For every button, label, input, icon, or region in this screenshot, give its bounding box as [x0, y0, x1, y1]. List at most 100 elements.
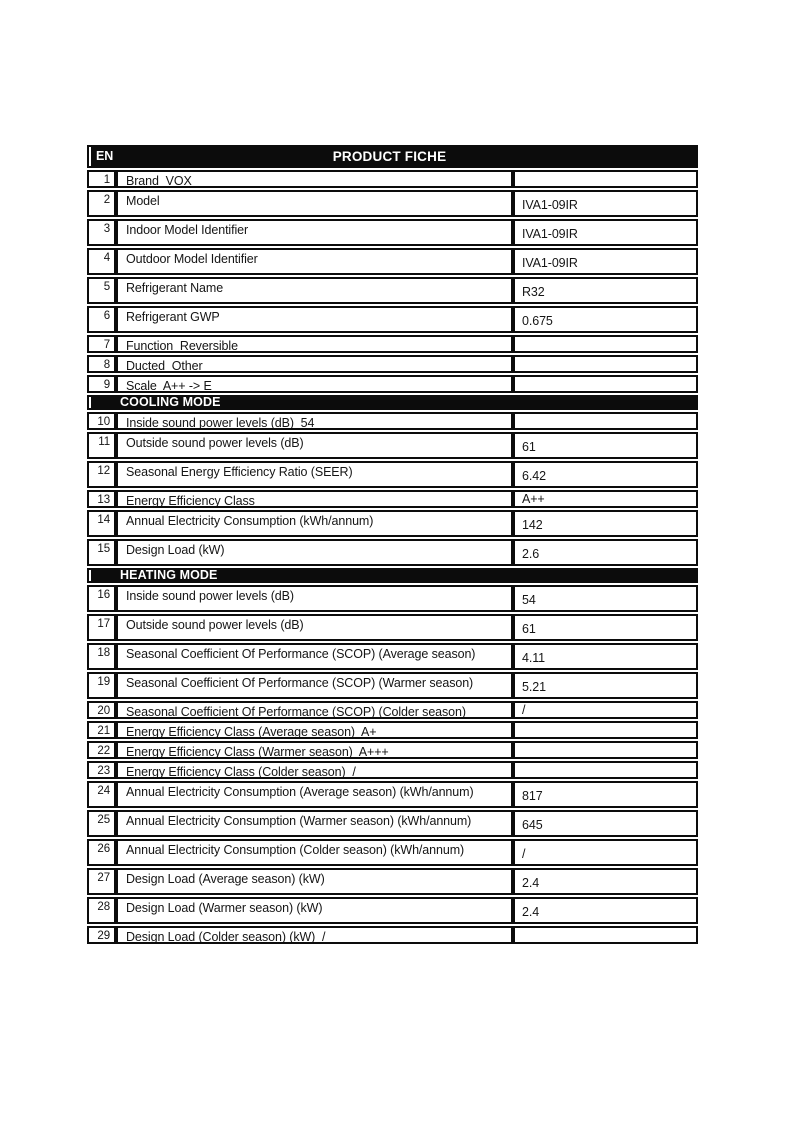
table-row: 5 Refrigerant Name R32: [87, 277, 698, 304]
row-label: Outside sound power levels (dB): [116, 614, 513, 641]
row-value: [513, 170, 698, 188]
row-value: 61: [513, 432, 698, 459]
row-value: 645: [513, 810, 698, 837]
table-row: 18 Seasonal Coefficient Of Performance (…: [87, 643, 698, 670]
row-number: 6: [87, 306, 116, 333]
language-code: EN: [87, 145, 116, 168]
table-row: 7 Function Reversible: [87, 335, 698, 353]
table-row: 17 Outside sound power levels (dB) 61: [87, 614, 698, 641]
table-row: 23 Energy Efficiency Class (Colder seaso…: [87, 761, 698, 779]
table-row: 10 Inside sound power levels (dB) 54: [87, 412, 698, 430]
row-number: 8: [87, 355, 116, 373]
row-value: IVA1-09IR: [513, 248, 698, 275]
row-label: Refrigerant GWP: [116, 306, 513, 333]
row-number: 10: [87, 412, 116, 430]
table-row: 9 Scale A++ -> E: [87, 375, 698, 393]
row-label: Energy Efficiency Class: [116, 490, 513, 508]
row-label: Inside sound power levels (dB) 54: [116, 412, 513, 430]
table-row: 1 Brand VOX: [87, 170, 698, 188]
row-number: 9: [87, 375, 116, 393]
row-label: Inside sound power levels (dB): [116, 585, 513, 612]
row-value: [513, 761, 698, 779]
row-value: 54: [513, 585, 698, 612]
section-header-row: COOLING MODE: [87, 395, 698, 410]
row-number: 16: [87, 585, 116, 612]
table-row: 11 Outside sound power levels (dB) 61: [87, 432, 698, 459]
row-value: 4.11: [513, 643, 698, 670]
table-row: 20 Seasonal Coefficient Of Performance (…: [87, 701, 698, 719]
row-number: 15: [87, 539, 116, 566]
row-label: Function Reversible: [116, 335, 513, 353]
table-row: 4 Outdoor Model Identifier IVA1-09IR: [87, 248, 698, 275]
row-number: 21: [87, 721, 116, 739]
table-row: 22 Energy Efficiency Class (Warmer seaso…: [87, 741, 698, 759]
row-value: 2.6: [513, 539, 698, 566]
row-value: 142: [513, 510, 698, 537]
table-row: 25 Annual Electricity Consumption (Warme…: [87, 810, 698, 837]
row-number: 19: [87, 672, 116, 699]
row-label: Ducted Other: [116, 355, 513, 373]
row-value: [513, 335, 698, 353]
section-bar-left-cell: [87, 568, 116, 583]
row-number: 7: [87, 335, 116, 353]
table-header-row: EN PRODUCT FICHE: [87, 145, 698, 168]
row-label: Design Load (kW): [116, 539, 513, 566]
row-number: 26: [87, 839, 116, 866]
row-number: 25: [87, 810, 116, 837]
row-label: Outside sound power levels (dB): [116, 432, 513, 459]
table-row: 26 Annual Electricity Consumption (Colde…: [87, 839, 698, 866]
section-bar-right-cell: [513, 395, 698, 410]
row-number: 3: [87, 219, 116, 246]
row-number: 23: [87, 761, 116, 779]
row-label: Seasonal Energy Efficiency Ratio (SEER): [116, 461, 513, 488]
row-number: 29: [87, 926, 116, 944]
row-label: Seasonal Coefficient Of Performance (SCO…: [116, 701, 513, 719]
table-row: 12 Seasonal Energy Efficiency Ratio (SEE…: [87, 461, 698, 488]
row-label: Indoor Model Identifier: [116, 219, 513, 246]
table-row: 6 Refrigerant GWP 0.675: [87, 306, 698, 333]
row-value: /: [513, 701, 698, 719]
row-value: 0.675: [513, 306, 698, 333]
row-number: 28: [87, 897, 116, 924]
row-value: A++: [513, 490, 698, 508]
row-label: Brand VOX: [116, 170, 513, 188]
table-row: 27 Design Load (Average season) (kW) 2.4: [87, 868, 698, 895]
row-value: 6.42: [513, 461, 698, 488]
row-label: Design Load (Colder season) (kW) /: [116, 926, 513, 944]
row-number: 18: [87, 643, 116, 670]
row-number: 13: [87, 490, 116, 508]
section-header-row: HEATING MODE: [87, 568, 698, 583]
row-label: Annual Electricity Consumption (Colder s…: [116, 839, 513, 866]
row-label: Annual Electricity Consumption (kWh/annu…: [116, 510, 513, 537]
row-number: 17: [87, 614, 116, 641]
row-label: Design Load (Warmer season) (kW): [116, 897, 513, 924]
row-value: [513, 926, 698, 944]
row-label: Seasonal Coefficient Of Performance (SCO…: [116, 672, 513, 699]
row-value: [513, 375, 698, 393]
row-number: 27: [87, 868, 116, 895]
table-row: 28 Design Load (Warmer season) (kW) 2.4: [87, 897, 698, 924]
section-bar-right-cell: [513, 568, 698, 583]
row-value: [513, 355, 698, 373]
row-label: Design Load (Average season) (kW): [116, 868, 513, 895]
row-number: 22: [87, 741, 116, 759]
row-label: Seasonal Coefficient Of Performance (SCO…: [116, 643, 513, 670]
row-value: 2.4: [513, 897, 698, 924]
table-row: 24 Annual Electricity Consumption (Avera…: [87, 781, 698, 808]
section-title: COOLING MODE: [116, 395, 513, 410]
table-title: PRODUCT FICHE: [116, 145, 513, 168]
row-label: Refrigerant Name: [116, 277, 513, 304]
row-number: 14: [87, 510, 116, 537]
row-label: Scale A++ -> E: [116, 375, 513, 393]
row-value: [513, 412, 698, 430]
row-value: 817: [513, 781, 698, 808]
row-value: 2.4: [513, 868, 698, 895]
row-label: Energy Efficiency Class (Colder season) …: [116, 761, 513, 779]
table-row: 21 Energy Efficiency Class (Average seas…: [87, 721, 698, 739]
row-label: Outdoor Model Identifier: [116, 248, 513, 275]
table-row: 15 Design Load (kW) 2.6: [87, 539, 698, 566]
row-number: 24: [87, 781, 116, 808]
table-row: 14 Annual Electricity Consumption (kWh/a…: [87, 510, 698, 537]
row-value: IVA1-09IR: [513, 190, 698, 217]
